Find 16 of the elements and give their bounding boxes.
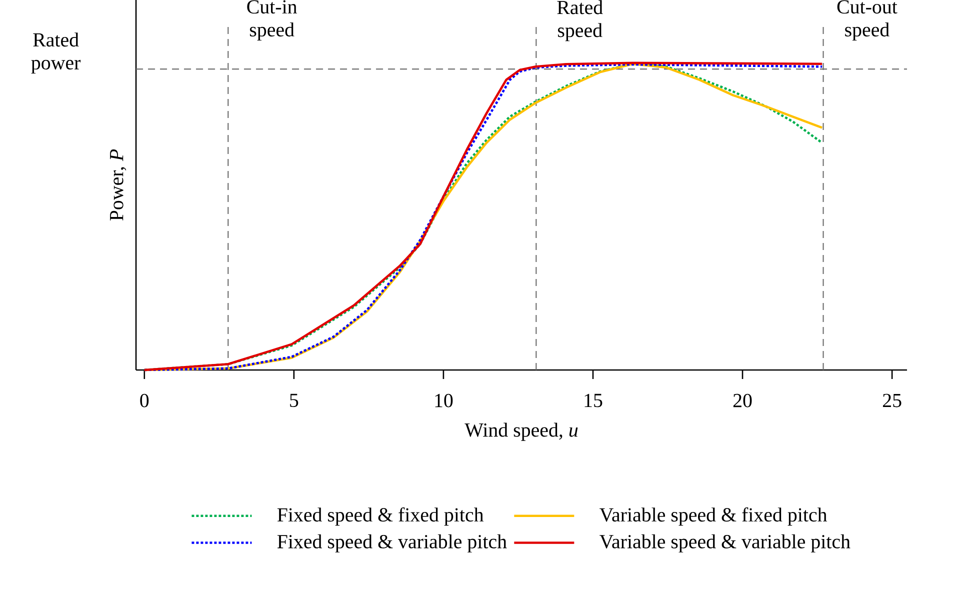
ref-line-label: Cut-in speed <box>247 0 297 41</box>
x-tick-label: 25 <box>882 394 902 408</box>
x-tick-label: 10 <box>435 394 453 408</box>
x-tick-label: 15 <box>584 394 602 408</box>
x-axis-title: Wind speed, u <box>464 422 578 441</box>
ref-line-label: Rated speed <box>557 0 603 42</box>
x-tick-label: 5 <box>290 394 298 408</box>
legend-label: Variable speed & fixed pitch <box>600 507 828 526</box>
y-axis-title: Power, P <box>110 149 126 221</box>
ref-line-label: Rated power <box>31 32 81 74</box>
ref-line-label: Cut-out speed <box>837 0 898 41</box>
legend-label: Variable speed & variable pitch <box>600 534 850 552</box>
legend-label: Fixed speed & variable pitch <box>277 534 507 552</box>
x-tick-label: 20 <box>733 394 752 408</box>
legend-label: Fixed speed & fixed pitch <box>277 507 484 526</box>
x-tick-label: 0 <box>140 394 149 408</box>
